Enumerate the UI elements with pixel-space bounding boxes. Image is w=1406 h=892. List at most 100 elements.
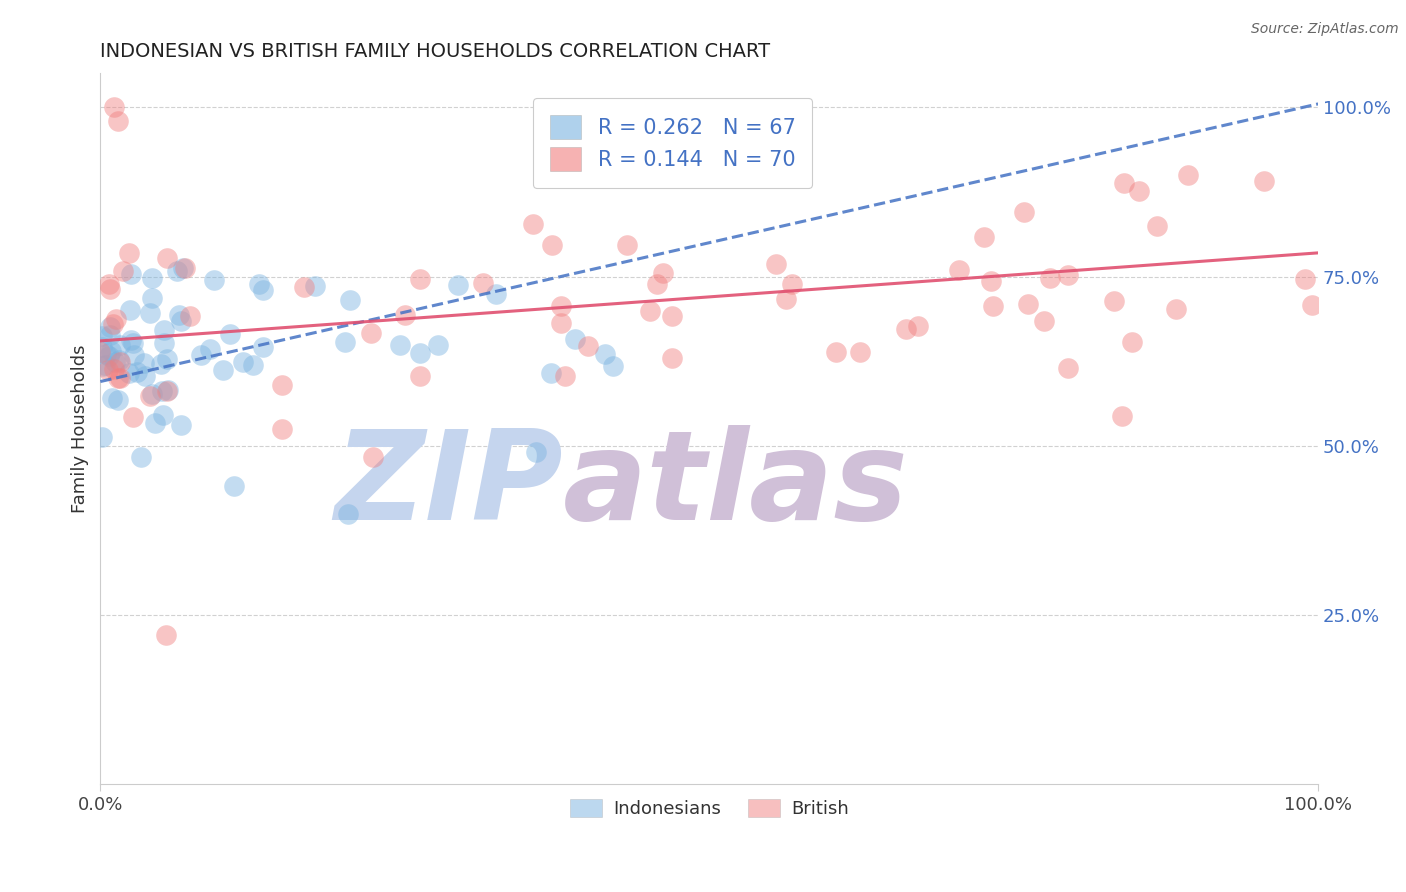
- Point: [91, 359, 114, 374]
- Point: [409, 345, 432, 359]
- Point: [98, 319, 121, 334]
- Point: [271, 378, 294, 392]
- Point: [120, 333, 142, 347]
- Point: [103, 362, 125, 376]
- Point: [153, 336, 176, 351]
- Point: [122, 348, 145, 362]
- Point: [129, 450, 152, 465]
- Point: [337, 507, 360, 521]
- Point: [108, 371, 131, 385]
- Y-axis label: Family Households: Family Households: [72, 344, 89, 513]
- Point: [775, 292, 797, 306]
- Point: [141, 271, 163, 285]
- Point: [1146, 219, 1168, 234]
- Point: [232, 355, 254, 369]
- Point: [179, 309, 201, 323]
- Point: [304, 279, 326, 293]
- Text: atlas: atlas: [564, 425, 908, 546]
- Point: [138, 389, 160, 403]
- Point: [167, 309, 190, 323]
- Point: [973, 229, 995, 244]
- Point: [409, 272, 432, 286]
- Point: [408, 368, 430, 383]
- Point: [153, 322, 176, 336]
- Point: [101, 391, 124, 405]
- Point: [120, 303, 142, 318]
- Point: [90, 340, 112, 354]
- Point: [90, 430, 112, 444]
- Point: [907, 318, 929, 333]
- Point: [1032, 314, 1054, 328]
- Point: [1114, 176, 1136, 190]
- Point: [522, 217, 544, 231]
- Point: [554, 369, 576, 384]
- Point: [156, 351, 179, 366]
- Point: [661, 351, 683, 366]
- Point: [564, 332, 586, 346]
- Point: [134, 369, 156, 384]
- Point: [645, 277, 668, 291]
- Point: [652, 266, 675, 280]
- Point: [111, 264, 134, 278]
- Point: [172, 261, 194, 276]
- Point: [150, 384, 173, 399]
- Point: [104, 355, 127, 369]
- Point: [118, 245, 141, 260]
- Point: [576, 338, 599, 352]
- Point: [156, 251, 179, 265]
- Point: [270, 422, 292, 436]
- Point: [125, 365, 148, 379]
- Point: [333, 334, 356, 349]
- Point: [247, 277, 270, 292]
- Point: [1128, 184, 1150, 198]
- Point: [292, 280, 315, 294]
- Point: [94, 358, 117, 372]
- Point: [134, 356, 156, 370]
- Point: [211, 363, 233, 377]
- Point: [1294, 272, 1316, 286]
- Point: [427, 338, 450, 352]
- Point: [782, 277, 804, 291]
- Point: [170, 417, 193, 432]
- Point: [1164, 301, 1187, 316]
- Text: Source: ZipAtlas.com: Source: ZipAtlas.com: [1251, 22, 1399, 37]
- Point: [141, 387, 163, 401]
- Text: ZIP: ZIP: [335, 425, 564, 546]
- Point: [550, 316, 572, 330]
- Point: [1301, 298, 1323, 312]
- Point: [765, 257, 787, 271]
- Point: [170, 314, 193, 328]
- Point: [156, 383, 179, 397]
- Point: [110, 355, 132, 369]
- Point: [108, 338, 131, 352]
- Point: [1121, 334, 1143, 349]
- Point: [103, 100, 125, 114]
- Point: [661, 310, 683, 324]
- Point: [524, 445, 547, 459]
- Point: [339, 293, 361, 308]
- Point: [100, 281, 122, 295]
- Point: [1017, 296, 1039, 310]
- Point: [593, 346, 616, 360]
- Point: [252, 283, 274, 297]
- Point: [122, 335, 145, 350]
- Point: [242, 358, 264, 372]
- Text: INDONESIAN VS BRITISH FAMILY HOUSEHOLDS CORRELATION CHART: INDONESIAN VS BRITISH FAMILY HOUSEHOLDS …: [100, 42, 770, 61]
- Point: [849, 345, 872, 359]
- Point: [388, 338, 411, 352]
- Point: [1056, 360, 1078, 375]
- Point: [107, 371, 129, 385]
- Point: [1057, 268, 1080, 283]
- Point: [1253, 174, 1275, 188]
- Point: [190, 348, 212, 362]
- Point: [166, 263, 188, 277]
- Legend: Indonesians, British: Indonesians, British: [562, 791, 856, 825]
- Point: [550, 299, 572, 313]
- Point: [980, 274, 1002, 288]
- Point: [152, 409, 174, 423]
- Point: [97, 277, 120, 292]
- Point: [981, 300, 1004, 314]
- Point: [198, 342, 221, 356]
- Point: [447, 278, 470, 293]
- Point: [145, 416, 167, 430]
